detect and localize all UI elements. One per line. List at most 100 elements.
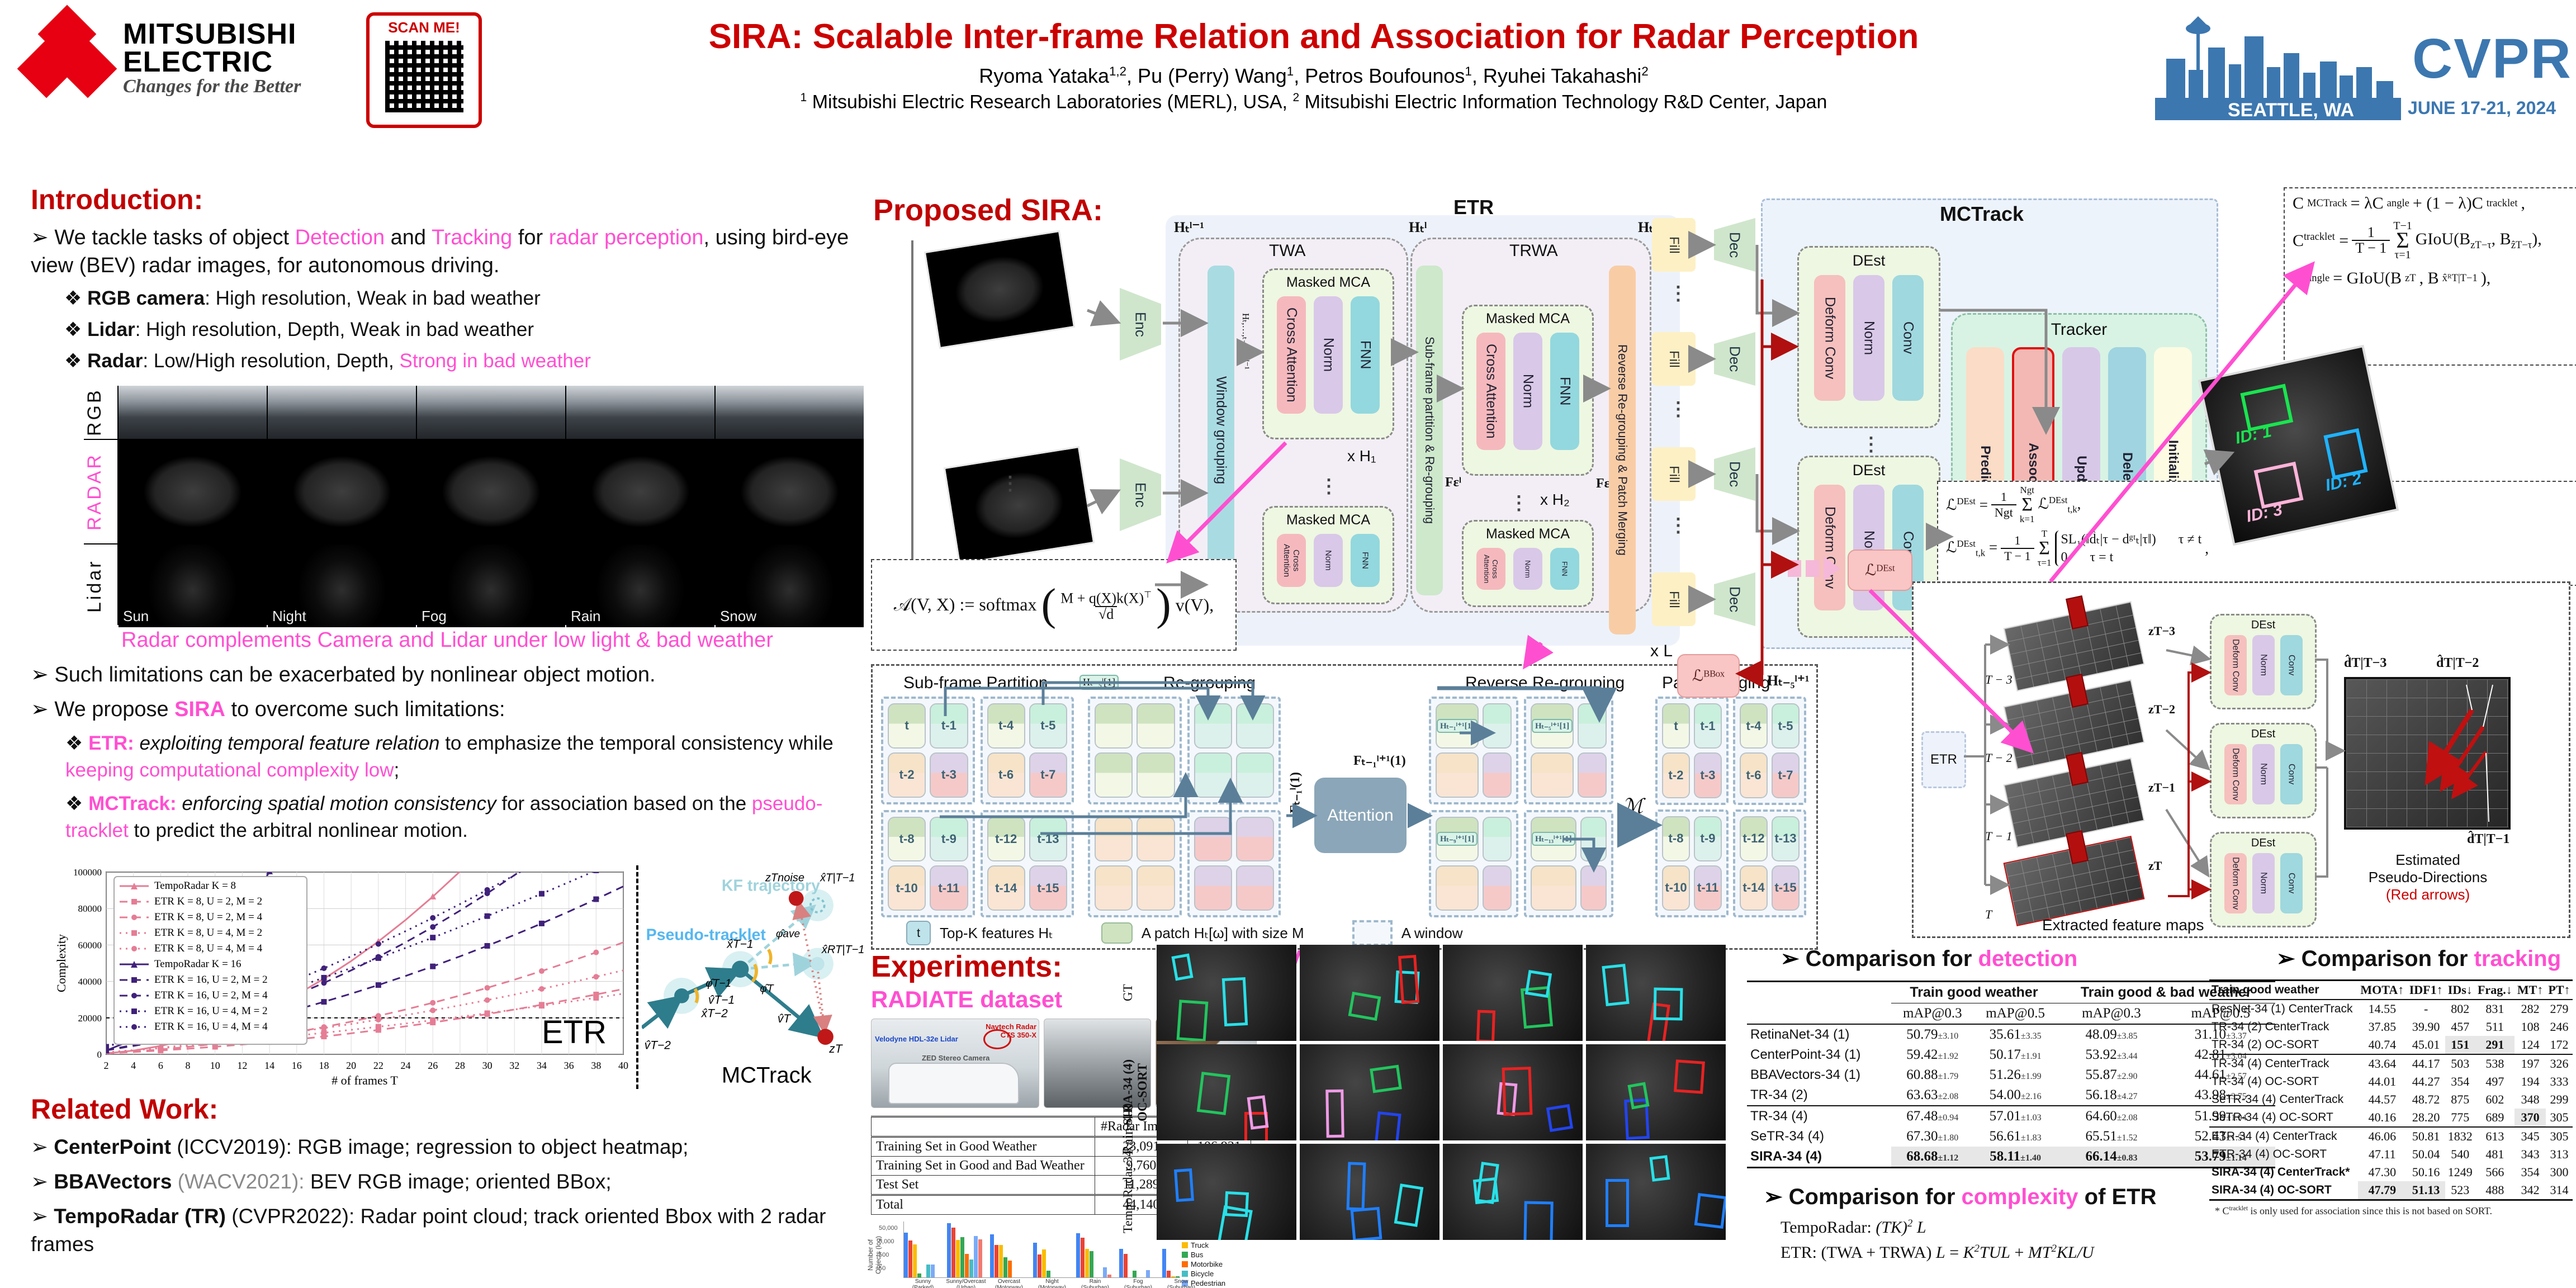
map-value: 56.18±4.27 (2085, 1087, 2138, 1102)
map-value: 67.30±1.80 (1906, 1129, 1959, 1144)
svg-text:ETR K = 8, U = 2, M = 2: ETR K = 8, U = 2, M = 2 (154, 896, 262, 907)
detection-row: TR-34 (4) 67.48±0.94 57.01±1.03 64.60±2.08 5… (1747, 1106, 2275, 1126)
svg-text:φ̂T−1: φ̂T−1 (705, 978, 731, 989)
fill-1: Fill (1652, 218, 1696, 272)
bbox (1394, 1183, 1424, 1227)
cell-t-11 (1483, 865, 1512, 911)
d-label-1: d̂T|T−3 (2344, 656, 2387, 670)
bbox (1224, 1191, 1249, 1218)
detection-accent: detection (1978, 946, 2078, 971)
tracking-header-row: Train good weather MOTA↑ IDF1↑ IDs↓ Frag.↓ MT… (2209, 980, 2573, 1000)
cell-t-8: Hₜ₋₉ˡ⁺¹[1] (1436, 816, 1479, 862)
tracking-value: 48.72 (2412, 1092, 2440, 1106)
strip-tile: Rain (566, 544, 714, 627)
cell-t-13 (1235, 816, 1274, 862)
bar (1081, 1237, 1085, 1277)
tracking-value: 14.55 (2368, 1002, 2397, 1016)
strip-row-label: RADAR (84, 440, 117, 543)
barchart-ytick: 5,000 (879, 1238, 894, 1245)
map-value: 31.10±3.37 (2194, 1027, 2247, 1042)
dec-1: Dec (1714, 218, 1755, 272)
strip-row-label: RGB (84, 386, 117, 439)
h-window-label: Hₜ,…,ₜ₋U₊₁ˡ⁻¹ (1240, 313, 1251, 370)
bbox (1348, 991, 1381, 1021)
condition-label: Fog (422, 608, 447, 624)
dest-box-1: DEst Deform Conv Norm Conv (1797, 246, 1940, 428)
tracking-value: 314 (2550, 1183, 2569, 1197)
map-value: 64.60±2.08 (2085, 1109, 2138, 1124)
dest-dots: ⋮ (1862, 434, 1881, 455)
tracking-value: 481 (2485, 1147, 2504, 1161)
motivation-block: ➢ Such limitations can be exacerbated by… (31, 661, 864, 844)
cell-t-10 (1436, 865, 1479, 911)
cell-t-11: t-11 (930, 865, 968, 911)
map-value: 63.63±2.08 (1906, 1087, 1959, 1102)
tracking-value: 488 (2485, 1183, 2504, 1197)
dest-module-2: DEst Deform Conv Norm Conv (2210, 723, 2317, 818)
svg-text:14: 14 (264, 1060, 274, 1071)
experiments-heading: Experiments: (871, 950, 1063, 983)
tracking-value: 37.85 (2368, 1020, 2397, 1034)
related-item: ➢ TempoRadar (TR) (CVPR2022): Radar poin… (31, 1205, 826, 1256)
bbox (1370, 1064, 1402, 1093)
authors: Ryoma Yataka1,2, Pu (Perry) Wang1, Petro… (979, 64, 1649, 87)
bbox (1649, 1155, 1670, 1182)
tracking-row: ETR-34 (4) CenterTrack 46.06 50.81 1832 613 3… (2209, 1127, 2573, 1145)
dataset-heading: RADIATE dataset (871, 986, 1063, 1012)
viz-tile (1157, 945, 1296, 1041)
tracking-row: TR-34 (4) OC-SORT 44.01 44.27 354 497 194 333 (2209, 1073, 2573, 1091)
legend-patch: A patch Hₜ[ω] with size M (1101, 922, 1304, 944)
viz-row-label: TempoRadar-34 (1121, 1150, 1135, 1234)
bar-group: Fog (Suburban) (1119, 1221, 1154, 1288)
tracking-value: 354 (2451, 1074, 2470, 1088)
tracking-accent: tracking (2474, 946, 2561, 971)
svg-text:ETR K = 8, U = 4, M = 4: ETR K = 8, U = 4, M = 4 (154, 943, 263, 954)
svg-text:30: 30 (482, 1060, 493, 1071)
model-name: BBAVectors-34 (1) (1750, 1067, 1860, 1082)
sensor-list: ❖ RGB camera: High resolution, Weak in b… (64, 285, 861, 375)
barchart-legend-item: Pedestrian (1182, 1278, 1254, 1288)
twa-panel (1178, 238, 1408, 613)
cell-t-7: t-7 (1772, 752, 1800, 798)
svg-text:4: 4 (131, 1060, 136, 1071)
cell-t-14: t-14 (987, 865, 1025, 911)
cvpr-name: CVPR (2412, 27, 2572, 90)
model-name: SeTR-34 (4) (1750, 1129, 1825, 1144)
tracker-name: SIRA-34 (4) CenterTrack* (2212, 1166, 2350, 1178)
cell-t-15 (1235, 865, 1274, 911)
cvpr-city: SEATTLE, WA (2228, 100, 2354, 121)
feature-chip: Hₜ₋₁ˡ⁺¹[1] (1437, 718, 1478, 733)
paper-title: SIRA: Scalable Inter-frame Relation and … (708, 17, 1919, 56)
seattle-skyline-icon: SEATTLE, WA (2155, 16, 2401, 121)
viz-tile (1443, 945, 1583, 1041)
bar (995, 1245, 998, 1277)
legend-topk: t Top-K features Hₜ (906, 921, 1053, 945)
bar (1176, 1276, 1180, 1277)
svg-text:ETR K = 16, U = 2, M = 2: ETR K = 16, U = 2, M = 2 (154, 974, 268, 986)
tracking-value: 44.17 (2412, 1057, 2440, 1071)
window: t-12 t-13 t-14 t-15 (980, 809, 1074, 917)
dest-loss: ℒᴰᴱˢᵗ (1848, 550, 1912, 591)
tracking-value: 28.20 (2412, 1110, 2440, 1124)
tracking-value: 44.27 (2412, 1074, 2440, 1088)
svg-text:x̂T−1: x̂T−1 (726, 938, 753, 951)
detection-group-header: Train good weather (1891, 981, 2057, 1003)
model-name: SIRA-34 (4) (1750, 1149, 1822, 1164)
cell-t-2: t-2 (888, 752, 926, 798)
bar-group: Night (Motorway) (1033, 1221, 1068, 1288)
cell-t-4: Hₜ₋₅ˡ⁺¹[1] (1531, 703, 1574, 749)
svg-text:6: 6 (158, 1060, 163, 1071)
bar (1076, 1233, 1080, 1277)
tracking-value: 540 (2451, 1147, 2470, 1161)
cell-t-9 (1137, 816, 1175, 862)
related-list: ➢ CenterPoint (ICCV2019): RGB image; reg… (31, 1133, 864, 1258)
strip-row-label: Lidar (84, 544, 117, 627)
tracking-value: 875 (2451, 1092, 2470, 1106)
window-grouping-bar: Window grouping (1208, 266, 1234, 595)
svg-text:v̂T−1: v̂T−1 (708, 994, 735, 1007)
trwa-ellipsis: ⋮ (1509, 493, 1528, 514)
bar (1133, 1270, 1137, 1277)
map-value: 55.87±2.90 (2085, 1067, 2138, 1082)
svg-text:28: 28 (455, 1060, 465, 1071)
